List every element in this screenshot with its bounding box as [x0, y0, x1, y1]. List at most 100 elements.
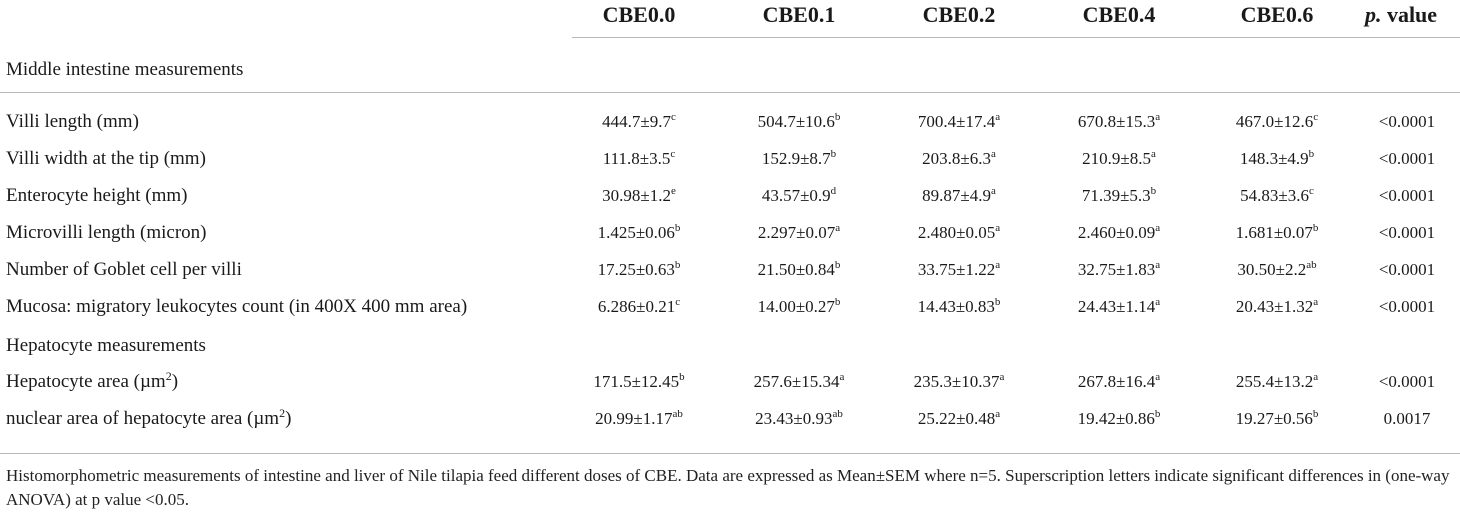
significance-letter: b — [834, 296, 841, 308]
column-header-cbe0-2: CBE0.2 — [922, 2, 996, 27]
table-cell: 2.297±0.07a — [724, 221, 874, 245]
significance-letter: b — [834, 259, 841, 271]
significance-letter: b — [830, 148, 837, 160]
p-value-cell: <0.0001 — [1378, 372, 1436, 391]
cell-value: 30.50±2.2 — [1237, 260, 1307, 279]
significance-letter: b — [994, 296, 1001, 308]
cell-value: 670.8±15.3 — [1077, 112, 1156, 131]
cell-value: 210.9±8.5 — [1082, 149, 1151, 168]
row-label-text: Number of Goblet cell per villi — [6, 259, 242, 280]
column-header-cbe0-0: CBE0.0 — [602, 2, 676, 27]
row-label: Enterocyte height (mm) — [6, 184, 188, 208]
row-label-text: Hepatocyte area (µm — [6, 371, 166, 392]
significance-letter: b — [674, 222, 681, 234]
table-cell: 17.25±0.63b — [564, 258, 714, 282]
cell-value: 32.75±1.83 — [1077, 260, 1156, 279]
cell-value: 14.43±0.83 — [917, 297, 995, 316]
table-bottom-rule — [0, 453, 1460, 454]
cell-value: 43.57±0.9 — [761, 186, 831, 205]
cell-value: 19.27±0.56 — [1235, 409, 1313, 428]
cell-value: 17.25±0.63 — [597, 260, 675, 279]
row-label: Villi length (mm) — [6, 110, 139, 134]
p-value-rest: value — [1381, 2, 1438, 27]
cell-value: 267.8±16.4 — [1077, 372, 1156, 391]
cell-value: 111.8±3.5 — [602, 149, 671, 168]
row-label: Villi width at the tip (mm) — [6, 147, 206, 171]
significance-letter: b — [834, 111, 841, 123]
section-title-intestine: Middle intestine measurements — [6, 59, 244, 80]
table-cell: 210.9±8.5a — [1044, 147, 1194, 171]
significance-letter: ab — [1306, 259, 1317, 271]
significance-letter: c — [670, 148, 676, 160]
cell-value: 203.8±6.3 — [922, 149, 991, 168]
row-label-text: Villi width at the tip (mm) — [6, 148, 206, 169]
section-title-hepatocyte: Hepatocyte measurements — [6, 335, 206, 356]
table-cell: 257.6±15.34a — [724, 370, 874, 394]
significance-letter: a — [839, 371, 845, 383]
significance-letter: c — [1313, 111, 1319, 123]
p-value-cell: <0.0001 — [1378, 112, 1436, 131]
cell-value: 2.460±0.09 — [1077, 223, 1156, 242]
significance-letter: c — [675, 296, 681, 308]
table-cell: 23.43±0.93ab — [724, 407, 874, 431]
cell-value: 171.5±12.45 — [593, 372, 680, 391]
significance-letter: a — [990, 185, 996, 197]
column-header-cbe0-1: CBE0.1 — [762, 2, 836, 27]
cell-value: 19.42±0.86 — [1077, 409, 1155, 428]
table-cell: 255.4±13.2a — [1202, 370, 1352, 394]
significance-letter: b — [1150, 185, 1157, 197]
significance-letter: a — [835, 222, 841, 234]
significance-letter: b — [1312, 408, 1319, 420]
cell-value: 467.0±12.6 — [1235, 112, 1314, 131]
row-label: Mucosa: migratory leukocytes count (in 4… — [6, 295, 467, 319]
significance-letter: a — [999, 371, 1005, 383]
table-cell: 14.43±0.83b — [884, 295, 1034, 319]
row-label-suffix: ) — [285, 408, 292, 429]
cell-value: 2.480±0.05 — [917, 223, 996, 242]
cell-value: 89.87±4.9 — [922, 186, 991, 205]
cell-value: 14.00±0.27 — [757, 297, 835, 316]
row-label-superscript: 2 — [165, 369, 172, 383]
table-cell: 89.87±4.9a — [884, 184, 1034, 208]
table-cell: 43.57±0.9d — [724, 184, 874, 208]
significance-letter: a — [995, 408, 1001, 420]
column-header-cbe0-6: CBE0.6 — [1240, 2, 1314, 27]
cell-value: 21.50±0.84 — [757, 260, 835, 279]
cell-value: 148.3±4.9 — [1239, 149, 1309, 168]
p-value-cell: 0.0017 — [1383, 409, 1431, 428]
cell-value: 24.43±1.14 — [1077, 297, 1156, 316]
row-label: Hepatocyte area (µm2) — [6, 370, 178, 394]
cell-value: 235.3±10.37 — [913, 372, 1000, 391]
significance-letter: a — [1313, 371, 1319, 383]
column-header-p-value: p. value — [1345, 2, 1457, 28]
p-value-cell: <0.0001 — [1378, 149, 1436, 168]
table-footnote: Histomorphometric measurements of intest… — [6, 466, 1450, 509]
table-cell: 171.5±12.45b — [564, 370, 714, 394]
table-cell: 700.4±17.4a — [884, 110, 1034, 134]
significance-letter: c — [670, 111, 676, 123]
table-cell: 148.3±4.9b — [1202, 147, 1352, 171]
significance-letter: b — [1312, 222, 1319, 234]
p-value-cell: <0.0001 — [1378, 186, 1436, 205]
table-cell: 6.286±0.21c — [564, 295, 714, 319]
significance-letter: a — [1155, 111, 1161, 123]
table-cell: 670.8±15.3a — [1044, 110, 1194, 134]
cell-value: 700.4±17.4 — [917, 112, 996, 131]
significance-letter: e — [670, 185, 676, 197]
cell-value: 54.83±3.6 — [1240, 186, 1309, 205]
table-cell: 1.681±0.07b — [1202, 221, 1352, 245]
row-label-text: nuclear area of hepatocyte area (µm — [6, 408, 280, 429]
cell-value: 30.98±1.2 — [602, 186, 671, 205]
significance-letter: b — [1154, 408, 1161, 420]
cell-value: 25.22±0.48 — [917, 409, 996, 428]
table-cell: 2.460±0.09a — [1044, 221, 1194, 245]
row-label-text: Villi length (mm) — [6, 111, 139, 132]
table-cell: 24.43±1.14a — [1044, 295, 1194, 319]
cell-value: 33.75±1.22 — [917, 260, 996, 279]
significance-letter: b — [674, 259, 681, 271]
table-cell: 111.8±3.5c — [564, 147, 714, 171]
table-cell: 19.27±0.56b — [1202, 407, 1352, 431]
row-label: Number of Goblet cell per villi — [6, 258, 242, 282]
table-cell: 20.43±1.32a — [1202, 295, 1352, 319]
table-cell: 33.75±1.22a — [884, 258, 1034, 282]
